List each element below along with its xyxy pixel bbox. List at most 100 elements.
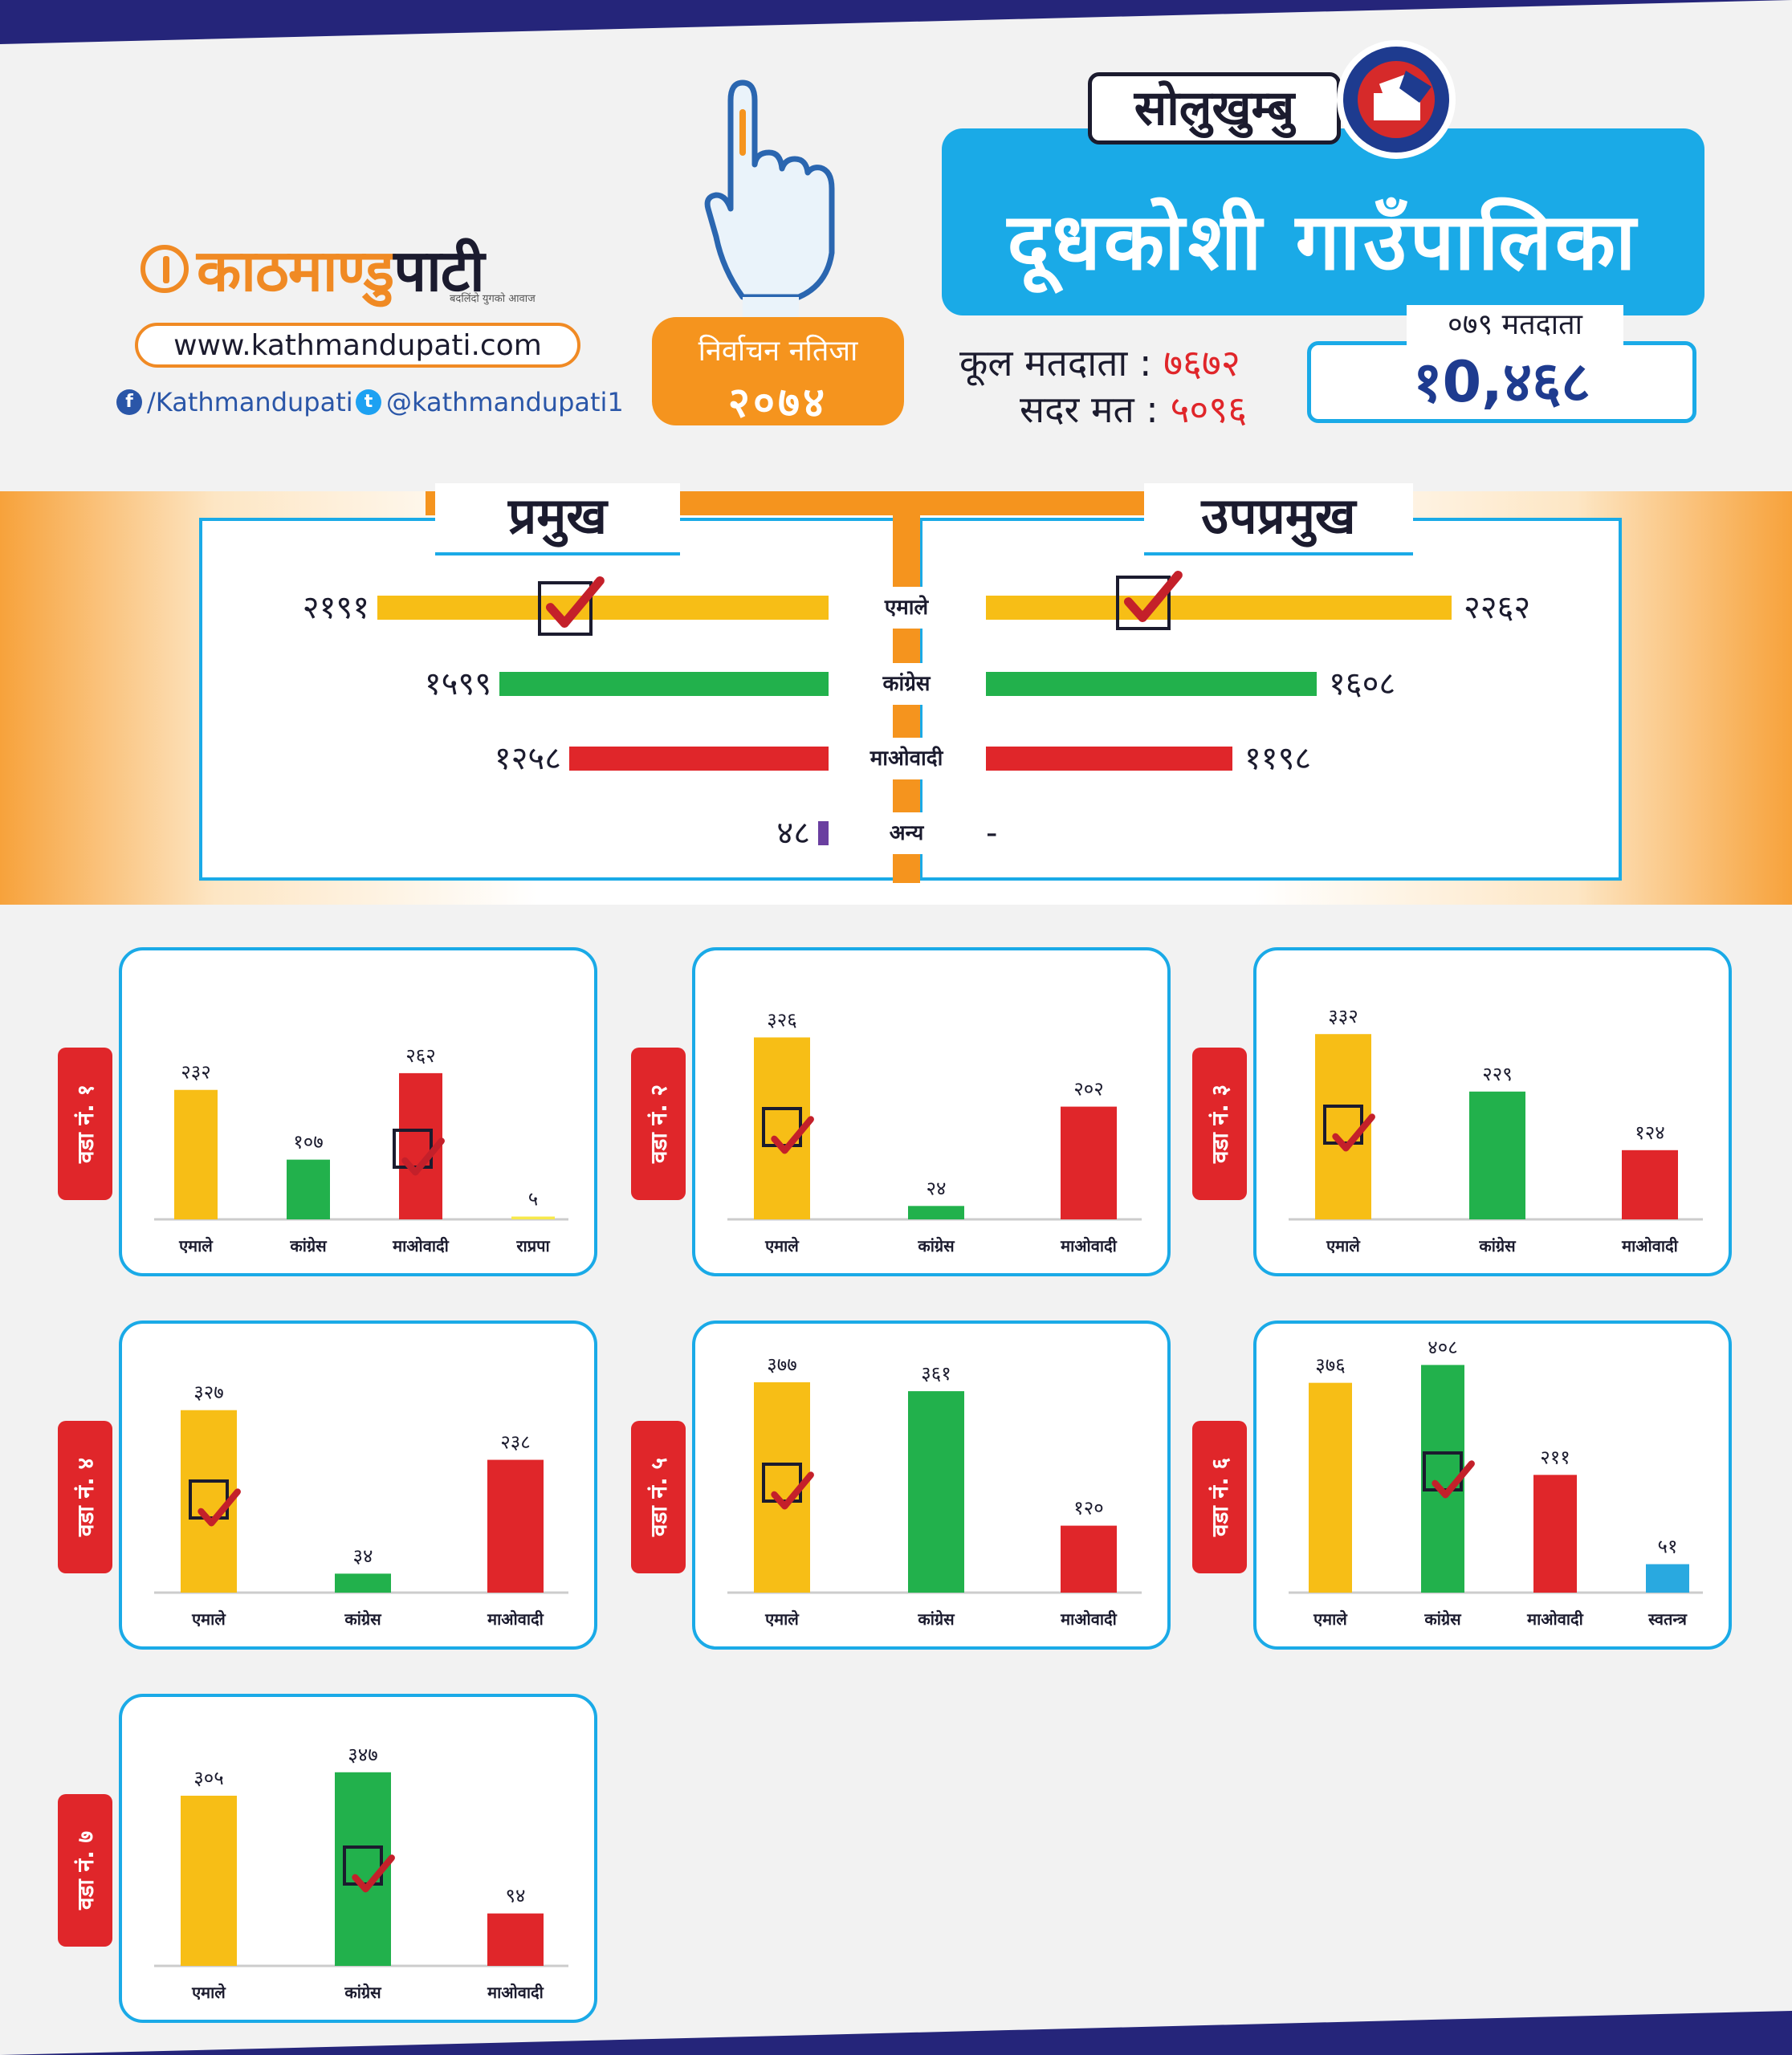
valid-votes-label: सदर मत : — [1020, 388, 1159, 431]
ward-number-label: वडा नं. १ — [72, 1084, 99, 1164]
ward-value-label: ३०५ — [193, 1767, 223, 1789]
logo-text-secondary: पाटी — [393, 237, 484, 304]
ward-bar-1 — [174, 1089, 218, 1219]
ward-value-label: ३७७ — [767, 1353, 796, 1376]
chief-value-label: १२५८ — [494, 740, 561, 777]
ward-chart-5: ३७७ एमाले ३६१ कांग्रेस १२० माओवादी — [692, 1320, 1171, 1650]
ward-category-label: माओवादी — [487, 1609, 544, 1629]
ward-bar-4 — [511, 1216, 555, 1219]
ward-chart-2: ३२६ एमाले २४ कांग्रेस २०२ माओवादी — [692, 947, 1171, 1276]
ward-category-label: माओवादी — [1526, 1609, 1584, 1629]
ward-value-label: ३६१ — [921, 1362, 951, 1385]
chief-winner-check-icon — [538, 576, 605, 636]
total-voters: कूल मतदाता : ७६७२ — [959, 337, 1240, 387]
ward-category-label: एमाले — [764, 1236, 800, 1255]
ward-chart-3: ३३२ एमाले २२९ कांग्रेस १२४ माओवादी — [1253, 947, 1732, 1276]
voters-079-value: १0,४६८ — [1307, 341, 1696, 423]
ward-category-label: कांग्रेस — [917, 1609, 955, 1629]
deputy-bar — [986, 747, 1232, 771]
ward-category-label: एमाले — [764, 1609, 800, 1629]
top-stripe — [0, 0, 1792, 44]
ward-category-label: माओवादी — [1621, 1236, 1679, 1255]
municipality-name: दूधकोशी गाउँपालिका — [1007, 197, 1639, 288]
ward-number-label: वडा नं. ७ — [72, 1830, 99, 1911]
deputy-bar — [986, 672, 1317, 696]
ward-value-label: २३२ — [181, 1061, 210, 1084]
ward-bar-3 — [1061, 1106, 1117, 1219]
ward-winner-check-icon — [189, 1479, 241, 1527]
ward-number-tab: वडा नं. ७ — [58, 1794, 112, 1947]
ward-chart-svg: २३२ एमाले १०७ कांग्रेस २६२ माओवादी ५ राप्रपा — [154, 1044, 568, 1255]
ward-category-label: स्वतन्त्र — [1647, 1609, 1688, 1629]
twitter-icon: t — [356, 389, 381, 415]
ward-number-label: वडा नं. ६ — [1207, 1457, 1233, 1537]
ward-chart-1: २३२ एमाले १०७ कांग्रेस २६२ माओवादी ५ राप्रपा — [119, 947, 597, 1276]
ward-chart-svg: ३७६ एमाले ४०८ कांग्रेस २११ माओवादी ५१ स्वतन्त्र — [1289, 1336, 1703, 1629]
deputy-value-label: - — [986, 815, 998, 852]
ward-number-label: वडा नं. ४ — [72, 1457, 99, 1537]
voting-finger-icon — [704, 79, 835, 317]
ward-bar-3 — [1533, 1475, 1577, 1593]
ward-number-tab: वडा नं. ३ — [1192, 1048, 1247, 1200]
ward-bar-2 — [1469, 1091, 1525, 1219]
ward-category-label: माओवादी — [1060, 1236, 1118, 1255]
twitter-link[interactable]: t @kathmandupati1 — [356, 387, 624, 417]
ward-number-label: वडा नं. २ — [646, 1084, 672, 1164]
ward-winner-check-icon — [762, 1106, 814, 1154]
ward-value-label: २६२ — [405, 1044, 435, 1067]
voters-079-label: ०७९ मतदाता — [1407, 305, 1623, 345]
ward-bar-3 — [1061, 1525, 1117, 1593]
chief-bar — [377, 596, 829, 620]
ward-value-label: २२९ — [1482, 1063, 1512, 1085]
deputy-winner-check-icon — [1116, 570, 1183, 630]
ward-number-tab: वडा नं. १ — [58, 1048, 112, 1200]
badge-year: २०७४ — [727, 379, 829, 427]
ward-bar-3 — [1622, 1150, 1678, 1219]
ward-number-label: वडा नं. ५ — [646, 1457, 672, 1537]
website-link[interactable]: www.kathmandupati.com — [135, 323, 580, 368]
ballot-box-icon — [1337, 40, 1456, 159]
ward-category-label: कांग्रेस — [1423, 1609, 1462, 1629]
ward-category-label: कांग्रेस — [344, 1609, 382, 1629]
logo-icon — [141, 245, 189, 293]
ward-chart-7: ३०५ एमाले ३४७ कांग्रेस ९४ माओवादी — [119, 1694, 597, 2023]
party-label: अन्य — [858, 812, 955, 854]
ward-number-tab: वडा नं. ६ — [1192, 1421, 1247, 1573]
ward-bar-2 — [908, 1391, 964, 1593]
ward-bar-3 — [487, 1913, 544, 1966]
ward-category-label: कांग्रेस — [289, 1236, 328, 1255]
total-voters-label: कूल मतदाता : — [959, 341, 1152, 385]
ward-value-label: ३२७ — [193, 1382, 223, 1404]
party-label: कांग्रेस — [858, 663, 955, 705]
chief-bar — [818, 821, 829, 845]
ward-value-label: १२४ — [1635, 1121, 1664, 1144]
bottom-stripe — [0, 2011, 1792, 2055]
chief-value-label: २१९१ — [302, 589, 369, 626]
chief-heading-text: प्रमुख — [507, 486, 608, 545]
ward-category-label: एमाले — [191, 1609, 226, 1629]
deputy-value-label: ११९८ — [1244, 740, 1312, 777]
ward-number-tab: वडा नं. ४ — [58, 1421, 112, 1573]
ward-winner-check-icon — [343, 1845, 395, 1893]
brand-logo: काठमाण्डु पाटी — [141, 233, 485, 305]
ward-bar-2 — [287, 1159, 330, 1219]
ward-bar-2 — [335, 1573, 391, 1593]
ward-bar-1 — [181, 1795, 237, 1966]
ward-value-label: २११ — [1540, 1446, 1570, 1468]
party-label: एमाले — [858, 587, 955, 629]
chief-value-label: ४८ — [776, 815, 810, 852]
ward-bar-1 — [1309, 1382, 1352, 1593]
ward-bar-2 — [908, 1206, 964, 1219]
ward-value-label: ४०८ — [1427, 1336, 1457, 1358]
ward-value-label: १२० — [1073, 1497, 1103, 1520]
facebook-link[interactable]: f /Kathmandupati — [116, 387, 353, 417]
ward-value-label: ३४७ — [348, 1744, 377, 1766]
ward-category-label: एमाले — [1326, 1236, 1361, 1255]
ward-category-label: माओवादी — [487, 1983, 544, 2002]
deputy-heading-text: उपप्रमुख — [1201, 486, 1356, 545]
facebook-icon: f — [116, 389, 142, 415]
municipality-title-box: दूधकोशी गाउँपालिका — [942, 128, 1704, 315]
twitter-handle: @kathmandupati1 — [386, 387, 624, 417]
ward-value-label: २३८ — [500, 1431, 530, 1454]
ward-value-label: ३७६ — [1315, 1354, 1345, 1377]
